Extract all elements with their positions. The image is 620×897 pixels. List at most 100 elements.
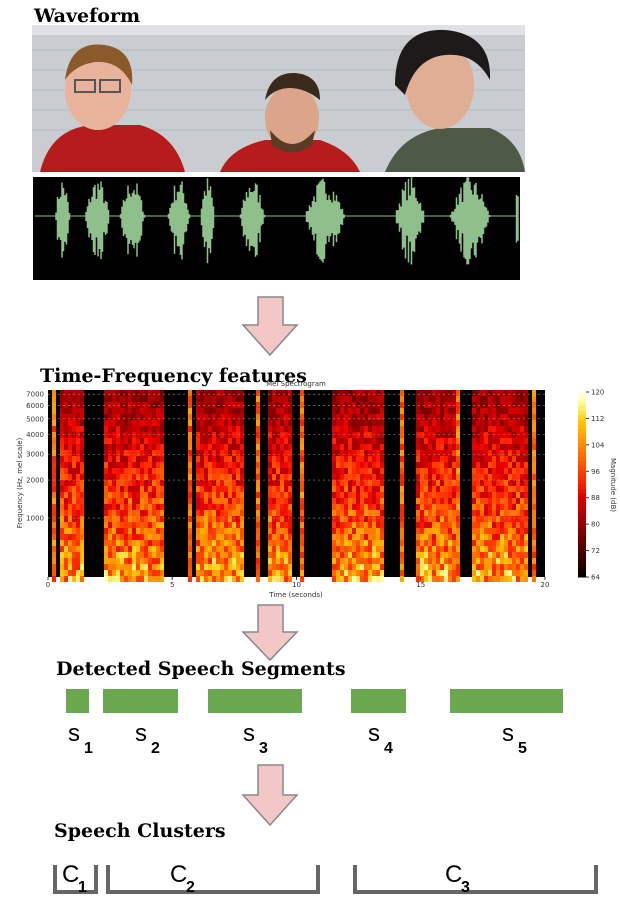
spectrogram-cell [332, 402, 336, 408]
spectrogram-cell [104, 438, 108, 444]
spectrogram-cell [344, 570, 348, 576]
spectrogram-cell [288, 474, 292, 480]
colorbar-cell [578, 419, 586, 425]
spectrogram-cell [496, 540, 500, 546]
spectrogram-cell [288, 492, 292, 498]
spectrogram-cell [344, 468, 348, 474]
spectrogram-cell [492, 474, 496, 480]
spectrogram-cell [240, 486, 244, 492]
spectrogram-cell [332, 510, 336, 516]
spectrogram-cell [424, 486, 428, 492]
spectrogram-cell [200, 528, 204, 534]
spectrogram-cell [116, 462, 120, 468]
spectrogram-cell [80, 522, 84, 528]
spectrogram-cell [276, 576, 280, 582]
spectrogram-cell [420, 522, 424, 528]
spectrogram-cell [140, 390, 144, 396]
spectrogram-cell [156, 390, 160, 396]
spectrogram-cell [208, 474, 212, 480]
spectrogram-cell [356, 540, 360, 546]
spectrogram-cell [120, 462, 124, 468]
spectrogram-cell [160, 402, 164, 408]
spectrogram-cell [352, 564, 356, 570]
spectrogram-cell [524, 522, 528, 528]
spectrogram-cell [104, 576, 108, 582]
spectrogram-cell [152, 408, 156, 414]
spectrogram-cell [288, 420, 292, 426]
spectrogram-cell [52, 408, 56, 414]
spectrogram-cell [108, 564, 112, 570]
spectrogram-cell [132, 414, 136, 420]
spectrogram-cell [452, 390, 456, 396]
spectrogram-cell [400, 480, 404, 486]
spectrogram-cell [204, 396, 208, 402]
spectrogram-cell [428, 414, 432, 420]
spectrogram-cell [380, 552, 384, 558]
colorbar-cell [578, 466, 586, 472]
spectrogram-cell [240, 516, 244, 522]
spectrogram-cell [532, 438, 536, 444]
spectrogram-cell [452, 420, 456, 426]
spectrogram-cell [280, 510, 284, 516]
spectrogram-cell [432, 522, 436, 528]
spectrogram-cell [300, 534, 304, 540]
spectrogram-cell [216, 390, 220, 396]
spectrogram-cell [204, 462, 208, 468]
cluster-subscript: 3 [461, 879, 470, 896]
spectrogram-cell [288, 510, 292, 516]
spectrogram-cell [188, 528, 192, 534]
spectrogram-cell [440, 438, 444, 444]
spectrogram-cell [224, 420, 228, 426]
spectrogram-cell [136, 468, 140, 474]
spectrogram-cell [508, 390, 512, 396]
spectrogram-cell [204, 480, 208, 486]
spectrogram-cell [372, 414, 376, 420]
colorbar-tick-label: 88 [591, 494, 600, 502]
spectrogram-cell [448, 498, 452, 504]
spectrogram-cell [400, 492, 404, 498]
spectrogram-cell [432, 570, 436, 576]
spectrogram-cell [496, 426, 500, 432]
spectrogram-cell [140, 528, 144, 534]
spectrogram-cell [456, 564, 460, 570]
spectrogram-cell [436, 528, 440, 534]
spectrogram-cell [432, 420, 436, 426]
spectrogram-cell [276, 390, 280, 396]
spectrogram-cell [232, 570, 236, 576]
spectrogram-cell [68, 480, 72, 486]
spectrogram-cell [332, 408, 336, 414]
colorbar-cell [578, 549, 586, 555]
spectrogram-cell [512, 402, 516, 408]
spectrogram-cell [444, 456, 448, 462]
spectrogram-cell [520, 462, 524, 468]
spectrogram-cell [500, 444, 504, 450]
spectrogram-cell [516, 402, 520, 408]
spectrogram-cell [508, 540, 512, 546]
spectrogram-cell [452, 504, 456, 510]
spectrogram-cell [200, 510, 204, 516]
spectrogram-cell [532, 552, 536, 558]
spectrogram-cell [336, 576, 340, 582]
spectrogram-cell [144, 396, 148, 402]
spectrogram-cell [436, 510, 440, 516]
spectrogram-cell [452, 498, 456, 504]
spectrogram-cell [348, 534, 352, 540]
spectrogram-cell [504, 540, 508, 546]
spectrogram-cell [76, 576, 80, 582]
spectrogram-cell [504, 390, 508, 396]
colorbar-cell [578, 507, 586, 513]
spectrogram-cell [360, 474, 364, 480]
spectrogram-cell [132, 420, 136, 426]
spectrogram-cell [516, 558, 520, 564]
spectrogram-cell [76, 426, 80, 432]
spectrogram-cell [268, 444, 272, 450]
spectrogram-cell [500, 486, 504, 492]
spectrogram-cell [444, 414, 448, 420]
spectrogram-cell [152, 576, 156, 582]
spectrogram-cell [352, 558, 356, 564]
spectrogram-cell [236, 468, 240, 474]
spectrogram-cell [476, 456, 480, 462]
spectrogram-cell [200, 564, 204, 570]
spectrogram-cell [136, 552, 140, 558]
